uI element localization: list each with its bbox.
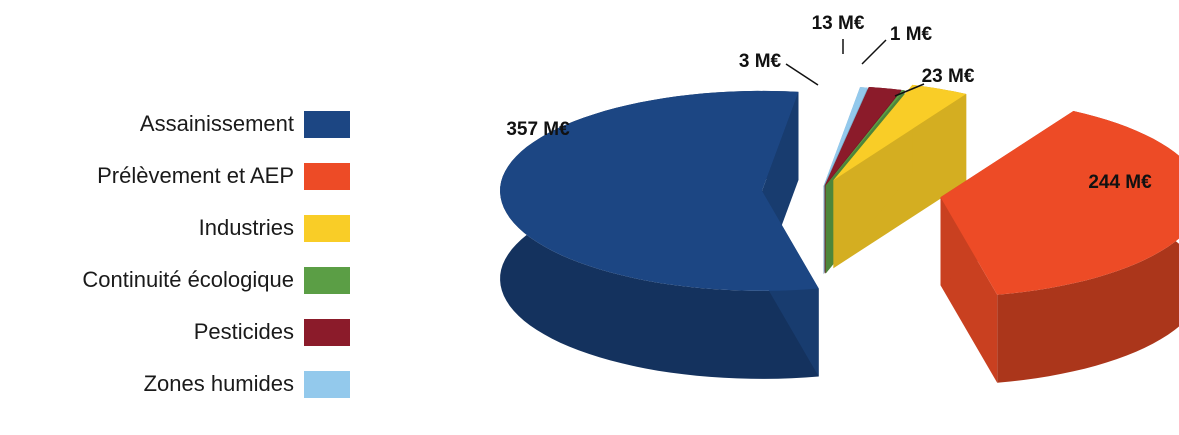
leader-line <box>861 39 887 65</box>
legend-label: Continuité écologique <box>82 267 294 292</box>
legend-item-pesticides: Pesticides <box>0 306 350 358</box>
pie-slice-2 <box>833 84 967 269</box>
data-label: 1 M€ <box>890 24 933 45</box>
legend-label: Industries <box>198 215 294 240</box>
slice-top <box>824 87 902 186</box>
data-label: 3 M€ <box>739 51 782 72</box>
legend-swatch <box>304 318 350 346</box>
legend-label: Zones humides <box>143 371 294 396</box>
data-label: 357 M€ <box>506 119 570 140</box>
slice-top <box>823 87 868 187</box>
legend-swatch <box>304 214 350 242</box>
pie-slice-0 <box>500 90 819 379</box>
data-label: 13 M€ <box>812 13 865 34</box>
legend-label: Assainissement <box>139 111 294 136</box>
slice-top <box>500 90 819 291</box>
data-label: 23 M€ <box>922 66 975 87</box>
legend-swatch <box>304 370 350 398</box>
chart-legend: Assainissement Prélèvement et AEP Indust… <box>0 98 350 410</box>
legend-swatch <box>304 110 350 138</box>
legend-item-assainissement: Assainissement <box>0 98 350 150</box>
legend-item-industries: Industries <box>0 202 350 254</box>
leader-line <box>894 83 925 97</box>
pie-slice-1 <box>940 111 1179 383</box>
legend-label: Prélèvement et AEP <box>97 163 294 188</box>
slice-top <box>825 90 905 186</box>
legend-item-prelevement-aep: Prélèvement et AEP <box>0 150 350 202</box>
slice-top <box>833 84 967 181</box>
legend-swatch <box>304 266 350 294</box>
legend-item-zones-humides: Zones humides <box>0 358 350 410</box>
legend-label: Pesticides <box>193 319 294 344</box>
legend-swatch <box>304 162 350 190</box>
leader-line <box>785 63 819 86</box>
data-label: 244 M€ <box>1088 172 1152 193</box>
legend-item-continuite-ecologique: Continuité écologique <box>0 254 350 306</box>
slice-top <box>940 111 1179 295</box>
